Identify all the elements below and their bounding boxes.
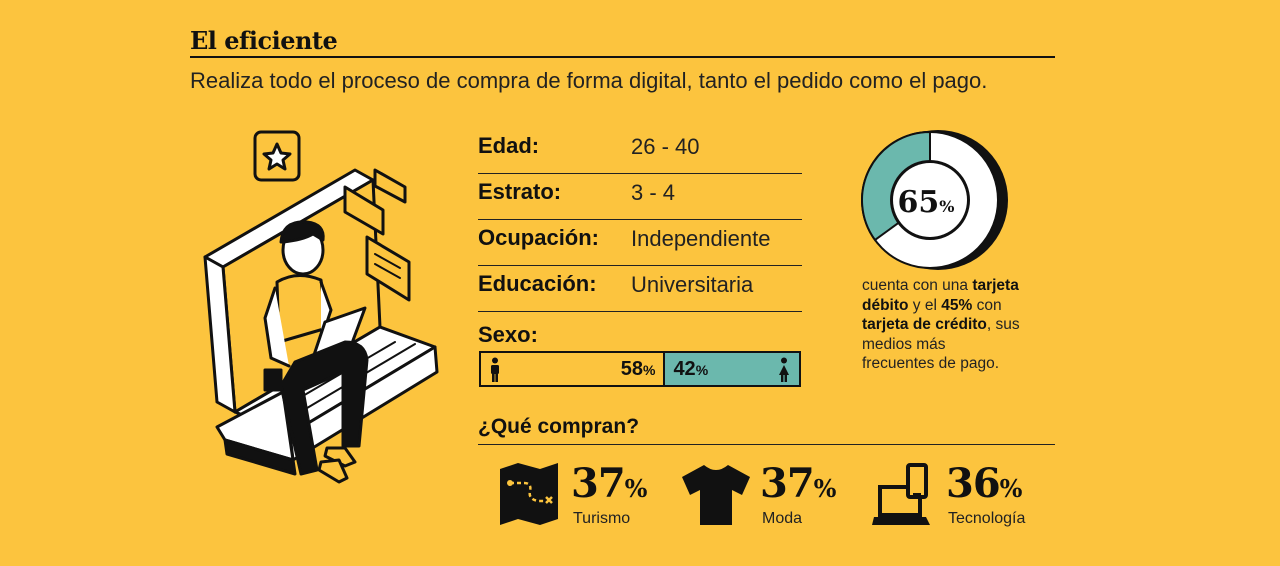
ocupacion-value: Independiente [631,226,771,251]
sexo-label: Sexo: [478,322,538,347]
profile-row-educacion: Educación: Universitaria [478,265,802,312]
turismo-label: Turismo [573,510,631,527]
donut-value: 65% [898,185,955,220]
male-icon [491,357,499,382]
purchases-title: ¿Qué compran? [478,415,640,438]
female-percentage: 42% [673,358,709,380]
card-usage-donut-chart: 65% [861,130,1008,270]
title-divider [190,56,1055,58]
profile-row-ocupacion: Ocupación: Independiente [478,219,802,266]
profile-row-edad: Edad: 26 - 40 [478,127,802,174]
turismo-percentage: 37% [571,460,647,507]
educacion-label: Educación: [478,271,597,296]
male-segment: 58% [481,353,666,385]
page-subtitle: Realiza todo el proceso de compra de for… [190,68,988,93]
estrato-value: 3 - 4 [631,180,676,205]
female-segment: 42% [665,353,799,385]
tecnologia-percentage: 36% [946,460,1022,507]
ocupacion-label: Ocupación: [478,225,600,250]
donut-description: cuenta con una tarjeta débito y el 45% c… [862,277,1020,372]
profile-row-estrato: Estrato: 3 - 4 [478,173,802,220]
page-title: El eficiente [190,26,338,55]
moda-label: Moda [762,510,803,527]
moda-percentage: 37% [760,460,836,507]
male-percentage: 58% [620,358,656,380]
map-icon [500,463,558,525]
tshirt-icon [682,465,750,525]
educacion-value: Universitaria [631,272,754,297]
edad-label: Edad: [478,133,540,158]
female-icon [779,357,789,382]
purchases-divider [478,444,1055,445]
tecnologia-label: Tecnología [948,510,1026,527]
estrato-label: Estrato: [478,179,562,204]
person-on-bench-illustration [203,130,439,484]
sexo-bar: 58% 42% [479,351,801,387]
edad-value: 26 - 40 [631,134,700,159]
laptop-phone-icon [872,463,930,525]
